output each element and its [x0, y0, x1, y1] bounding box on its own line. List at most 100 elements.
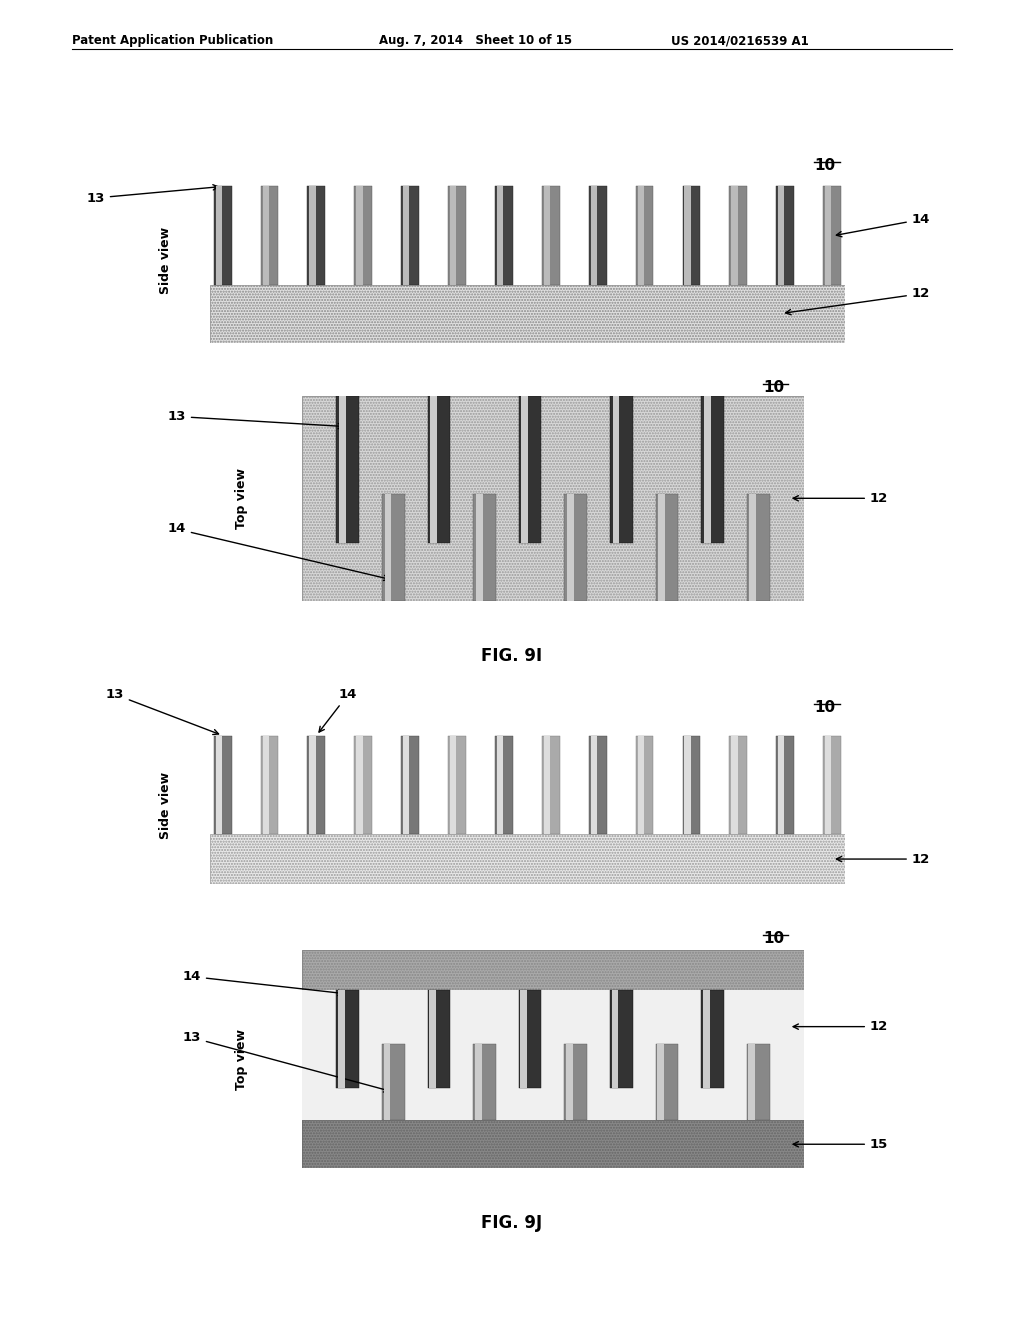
- Bar: [428, 396, 451, 544]
- Bar: [520, 990, 527, 1088]
- Bar: [591, 735, 597, 834]
- Bar: [262, 735, 268, 834]
- Text: 14: 14: [837, 213, 930, 236]
- Text: 12: 12: [837, 853, 930, 866]
- Bar: [636, 735, 653, 834]
- Bar: [449, 735, 466, 834]
- Bar: [684, 186, 691, 285]
- Bar: [382, 1044, 404, 1121]
- Bar: [401, 186, 419, 285]
- Text: 10: 10: [763, 380, 784, 395]
- Bar: [473, 494, 496, 601]
- Text: 10: 10: [763, 931, 784, 945]
- Bar: [542, 735, 560, 834]
- Bar: [475, 1044, 481, 1121]
- Bar: [778, 186, 784, 285]
- Bar: [451, 735, 457, 834]
- Bar: [449, 186, 466, 285]
- Bar: [746, 494, 769, 601]
- Bar: [302, 1121, 804, 1168]
- Text: 14: 14: [168, 523, 389, 581]
- Bar: [610, 990, 633, 1088]
- Text: 15: 15: [794, 1138, 888, 1151]
- Bar: [566, 1044, 572, 1121]
- Bar: [354, 186, 372, 285]
- Bar: [262, 186, 268, 285]
- Text: 13: 13: [182, 1031, 389, 1092]
- Bar: [521, 396, 528, 544]
- Bar: [302, 990, 804, 1121]
- Bar: [261, 186, 279, 285]
- Bar: [731, 735, 737, 834]
- Bar: [429, 990, 436, 1088]
- Bar: [309, 186, 315, 285]
- Bar: [401, 735, 419, 834]
- Bar: [564, 494, 587, 601]
- Bar: [309, 735, 315, 834]
- Bar: [655, 494, 678, 601]
- Bar: [261, 735, 279, 834]
- Text: 13: 13: [86, 185, 218, 205]
- Text: 12: 12: [794, 492, 888, 504]
- Bar: [749, 1044, 756, 1121]
- Bar: [210, 285, 845, 343]
- Text: Side view: Side view: [159, 772, 172, 838]
- Text: 14: 14: [182, 970, 343, 995]
- Bar: [403, 186, 410, 285]
- Bar: [701, 990, 724, 1088]
- Bar: [657, 1044, 664, 1121]
- Bar: [825, 735, 831, 834]
- Bar: [701, 396, 724, 544]
- Bar: [403, 735, 410, 834]
- Bar: [519, 990, 542, 1088]
- Bar: [430, 396, 437, 544]
- Bar: [776, 735, 794, 834]
- Bar: [473, 1044, 496, 1121]
- Text: FIG. 9J: FIG. 9J: [481, 1214, 543, 1233]
- Bar: [684, 735, 691, 834]
- Bar: [564, 1044, 587, 1121]
- Bar: [384, 1044, 390, 1121]
- Bar: [589, 186, 606, 285]
- Bar: [216, 735, 222, 834]
- Text: 12: 12: [785, 288, 930, 314]
- Bar: [519, 396, 542, 544]
- Bar: [337, 990, 359, 1088]
- Text: Top view: Top view: [236, 1028, 249, 1090]
- Bar: [778, 735, 784, 834]
- Bar: [356, 735, 362, 834]
- Bar: [683, 735, 700, 834]
- Bar: [356, 186, 362, 285]
- Bar: [610, 396, 633, 544]
- Bar: [214, 186, 231, 285]
- Bar: [307, 735, 326, 834]
- Text: Top view: Top view: [236, 467, 249, 529]
- Text: 10: 10: [814, 700, 836, 714]
- Bar: [731, 186, 737, 285]
- Bar: [542, 186, 560, 285]
- Bar: [729, 186, 748, 285]
- Bar: [216, 186, 222, 285]
- Bar: [451, 186, 457, 285]
- Bar: [702, 990, 710, 1088]
- Text: Side view: Side view: [159, 227, 172, 294]
- Bar: [750, 494, 756, 601]
- Bar: [636, 186, 653, 285]
- Bar: [495, 186, 513, 285]
- Text: Aug. 7, 2014   Sheet 10 of 15: Aug. 7, 2014 Sheet 10 of 15: [379, 34, 572, 48]
- Bar: [428, 990, 451, 1088]
- Text: 14: 14: [319, 688, 357, 733]
- Bar: [544, 735, 550, 834]
- Text: 10: 10: [814, 158, 836, 173]
- Bar: [823, 186, 841, 285]
- Bar: [823, 735, 841, 834]
- Bar: [638, 735, 644, 834]
- Bar: [354, 735, 372, 834]
- Bar: [729, 735, 748, 834]
- Bar: [210, 834, 845, 884]
- Bar: [497, 186, 503, 285]
- Text: 13: 13: [105, 688, 218, 734]
- Bar: [567, 494, 573, 601]
- Bar: [495, 735, 513, 834]
- Text: 13: 13: [168, 411, 343, 429]
